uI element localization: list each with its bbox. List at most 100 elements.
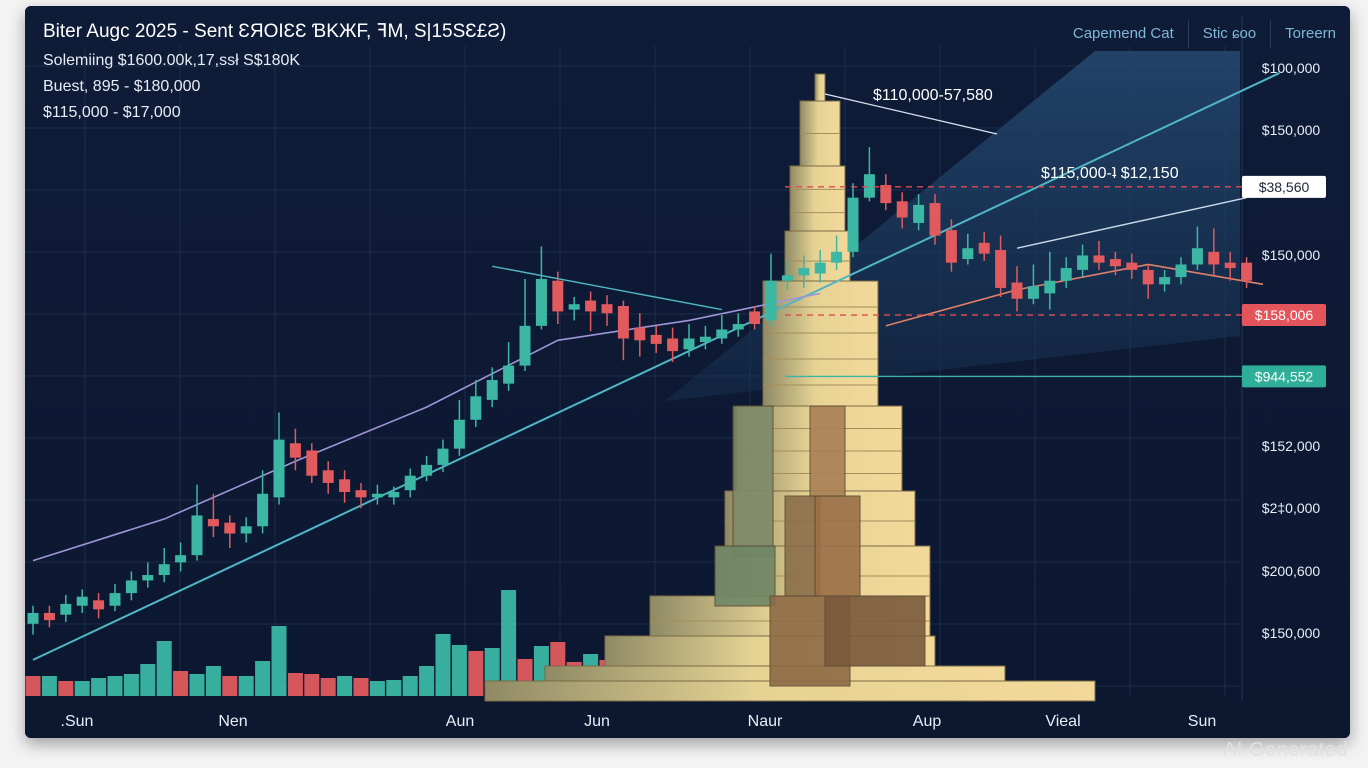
x-tick-label: Jun [584, 713, 610, 730]
annotation-pointer [824, 93, 998, 135]
candle-body [814, 262, 826, 274]
candle-body [142, 575, 154, 581]
candle-body [749, 311, 761, 325]
y-tick-label: $100,000 [1262, 60, 1321, 76]
annotation-1: $110,000-57,580 [873, 87, 993, 104]
volume-bar [271, 626, 287, 696]
candle-body [27, 612, 39, 624]
price-chart: $38,560 $158,006 $944,552 $100,000 $150,000… [25, 6, 1350, 738]
candle-body [1159, 277, 1171, 285]
candle-body [240, 526, 252, 534]
candle-body [339, 479, 351, 492]
candle-body [388, 491, 400, 498]
candle-body [962, 248, 974, 260]
price-tag-box [1242, 175, 1326, 198]
volume-bar [451, 645, 467, 696]
volume-bar [238, 676, 254, 696]
volume-bar [123, 674, 139, 696]
info-line-2: Buest, 895 - $180,000 [43, 78, 201, 95]
candle-body [60, 603, 72, 615]
y-tick-label: $150,000 [1262, 122, 1321, 138]
candle-body [929, 203, 941, 236]
tab-stic[interactable]: Stic ɕoo [1187, 20, 1270, 48]
candle-body [1109, 259, 1121, 267]
annotation-2: $115,000-ʇ $12,150 [1041, 165, 1179, 182]
volume-bar [189, 674, 205, 696]
candle-body [634, 327, 646, 341]
ai-generated-watermark: AI Generated [1223, 739, 1348, 761]
candle-body [404, 475, 416, 491]
x-tick-label: Aup [913, 713, 942, 730]
candle-body [765, 280, 777, 321]
y-tick-label: $200,600 [1262, 563, 1321, 579]
candle-body [76, 596, 88, 606]
tower-block [762, 280, 879, 412]
candle-body [207, 519, 219, 527]
price-tag-box [1242, 365, 1326, 388]
candle-body [945, 230, 957, 263]
candle-body [1093, 255, 1105, 263]
volume-bar [41, 676, 57, 696]
candle-body [831, 251, 843, 263]
trend-line [32, 72, 1280, 661]
volume-bar [287, 673, 303, 696]
candle-body [470, 396, 482, 420]
price-tag-label: $944,552 [1255, 368, 1314, 384]
candle-body [158, 564, 170, 576]
info-line-3: $115,000 - $17,000 [43, 104, 181, 121]
candle-body [224, 522, 236, 534]
volume-bar [369, 681, 385, 696]
candle-body [1208, 251, 1220, 265]
candle-body [781, 275, 793, 281]
tab-toreern[interactable]: Toreern [1270, 20, 1350, 48]
candle-body [93, 600, 105, 610]
candle-body [355, 490, 367, 498]
candle-body [289, 443, 301, 458]
candle-body [535, 278, 547, 326]
volume-bar [255, 661, 271, 696]
candle-body [1241, 262, 1253, 281]
y-tick-label: $150,000 [1262, 625, 1321, 641]
volume-bar [58, 681, 74, 696]
candle-body [1126, 262, 1138, 270]
candle-body [1175, 264, 1187, 278]
tower-side-stack [814, 495, 861, 597]
volume-bar [173, 671, 189, 696]
volume-bar [205, 666, 221, 696]
candle-body [617, 306, 629, 339]
candle-body [716, 329, 728, 339]
y-tick-label: $150,000 [1262, 247, 1321, 263]
volume-bar [353, 678, 369, 696]
candle-body [896, 201, 908, 218]
volume-bar [320, 678, 336, 696]
volume-bar [107, 676, 123, 696]
volume-bar [140, 664, 156, 696]
volume-bar [304, 674, 320, 696]
volume-bar [435, 634, 451, 696]
chart-card: $38,560 $158,006 $944,552 $100,000 $150,000… [25, 6, 1350, 738]
price-tag-box [1242, 304, 1326, 327]
moving-average-purple [32, 292, 821, 562]
x-tick-label: Aun [446, 713, 474, 730]
candle-body [306, 450, 318, 476]
volume-bar [156, 641, 172, 696]
candle-body [978, 242, 990, 254]
candle-body [699, 336, 711, 343]
x-tick-label: Vieal [1045, 713, 1080, 730]
candle-body [421, 464, 433, 476]
candle-body [125, 580, 137, 594]
candle-body [601, 304, 613, 314]
volume-bar [402, 676, 418, 696]
x-tick-label: Sun [1188, 713, 1216, 730]
candle-body [109, 593, 121, 606]
candle-body [486, 380, 498, 400]
candle-body [863, 174, 875, 198]
tower-block [814, 73, 826, 105]
volume-bar [468, 651, 484, 696]
volume-bar [337, 676, 353, 696]
tower-side-stack [714, 545, 776, 607]
candle-body [552, 280, 564, 312]
trend-line-upper [1016, 196, 1247, 249]
x-tick-label: .Sun [61, 713, 94, 730]
tab-capemend-cat[interactable]: Capemend Cat [1072, 25, 1174, 42]
